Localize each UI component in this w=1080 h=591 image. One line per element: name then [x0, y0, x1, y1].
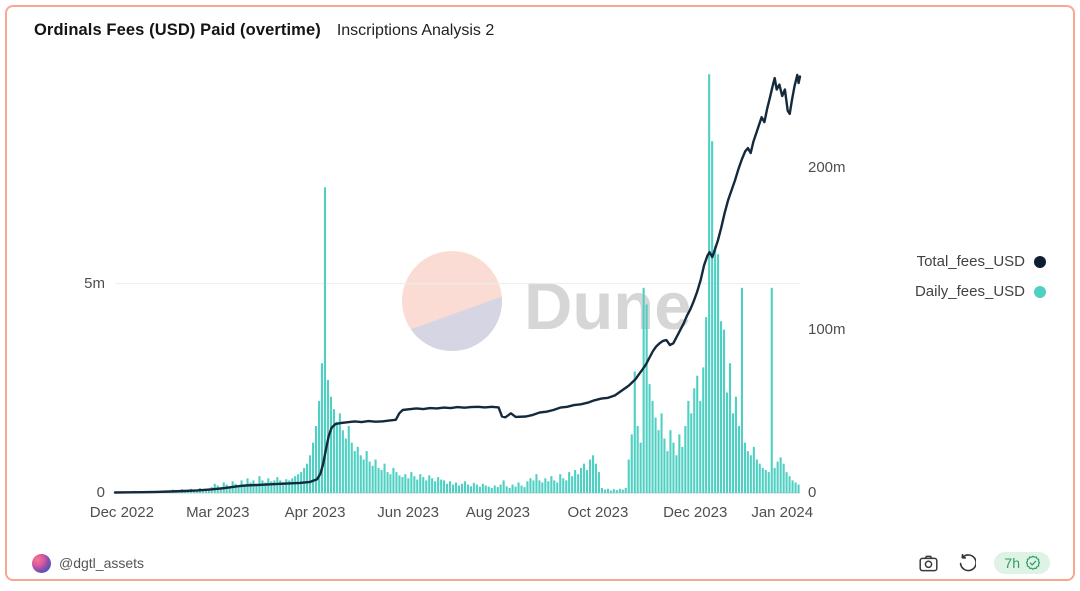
screenshot-button[interactable] — [917, 553, 940, 574]
x-axis-tick-label: Oct 2023 — [567, 505, 628, 521]
x-axis-tick-label: Dec 2022 — [90, 505, 154, 521]
chart-header: Ordinals Fees (USD) Paid (overtime) Insc… — [34, 21, 494, 40]
refresh-button[interactable] — [956, 552, 978, 574]
footer-actions: 7h — [917, 552, 1050, 574]
verified-check-icon — [1025, 555, 1041, 571]
legend-item-daily-fees[interactable]: Daily_fees_USD — [915, 281, 1046, 303]
x-axis-tick-label: Jan 2024 — [751, 505, 813, 521]
embed-footer: @dgtl_assets 7h — [0, 550, 1080, 576]
refresh-icon — [958, 554, 976, 572]
x-axis-tick-label: Dec 2023 — [663, 505, 727, 521]
dashboard-name: Inscriptions Analysis 2 — [337, 22, 494, 40]
data-age-label: 7h — [1004, 555, 1020, 571]
author-avatar — [32, 554, 51, 573]
right-axis-tick-label: 200m — [808, 160, 846, 176]
x-axis-tick-label: Jun 2023 — [377, 505, 439, 521]
camera-icon — [919, 555, 938, 572]
author-link[interactable]: @dgtl_assets — [32, 554, 144, 573]
right-axis-tick-label: 0 — [808, 485, 816, 501]
dune-watermark-text: Dune — [524, 269, 692, 344]
data-age-badge[interactable]: 7h — [994, 552, 1050, 574]
left-axis-tick-label: 0 — [60, 485, 105, 501]
chart-legend: Total_fees_USD Daily_fees_USD — [915, 251, 1046, 303]
legend-item-total-fees[interactable]: Total_fees_USD — [917, 251, 1046, 273]
x-axis-tick-label: Aug 2023 — [466, 505, 530, 521]
x-axis-tick-label: Mar 2023 — [186, 505, 249, 521]
legend-label: Daily_fees_USD — [915, 281, 1025, 303]
chart-title: Ordinals Fees (USD) Paid (overtime) — [34, 21, 321, 40]
x-axis-tick-label: Apr 2023 — [285, 505, 346, 521]
legend-dot-total — [1034, 256, 1046, 268]
dune-logo-watermark — [398, 249, 506, 356]
legend-label: Total_fees_USD — [917, 251, 1025, 273]
legend-dot-daily — [1034, 286, 1046, 298]
author-handle: @dgtl_assets — [59, 555, 144, 571]
right-axis-tick-label: 100m — [808, 322, 846, 338]
left-axis-tick-label: 5m — [60, 276, 105, 292]
